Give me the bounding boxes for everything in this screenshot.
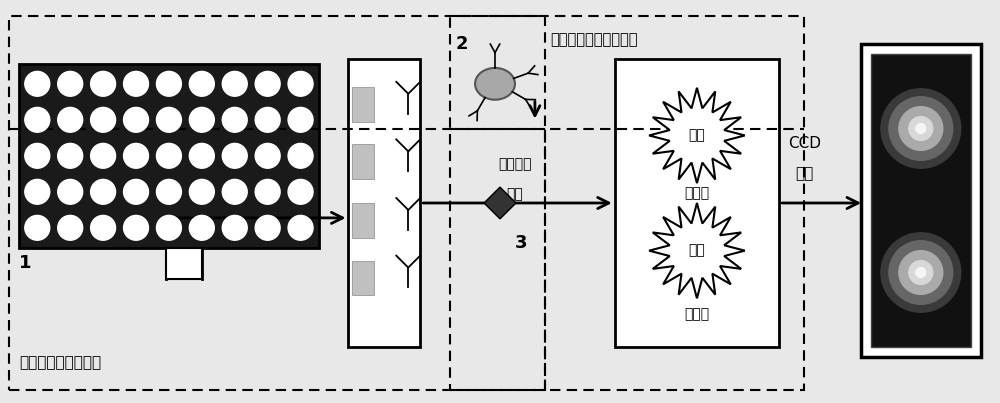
Text: 无信号: 无信号 <box>684 307 710 321</box>
Circle shape <box>25 71 50 96</box>
Circle shape <box>25 179 50 204</box>
Circle shape <box>156 71 181 96</box>
Polygon shape <box>649 203 745 298</box>
FancyBboxPatch shape <box>352 144 374 179</box>
Circle shape <box>222 71 247 96</box>
Text: 底物: 底物 <box>507 187 523 201</box>
Text: 可抛式免疫传感芯片: 可抛式免疫传感芯片 <box>19 355 101 370</box>
FancyBboxPatch shape <box>166 248 202 279</box>
FancyBboxPatch shape <box>871 54 971 347</box>
Circle shape <box>909 116 933 140</box>
Text: 化学发光: 化学发光 <box>498 157 532 171</box>
Circle shape <box>189 71 214 96</box>
Text: 2: 2 <box>455 35 468 53</box>
Circle shape <box>58 71 83 96</box>
FancyBboxPatch shape <box>352 203 374 238</box>
Text: 模拟酶标记銀纳米粒子: 模拟酶标记銀纳米粒子 <box>550 32 637 47</box>
Circle shape <box>156 179 181 204</box>
Circle shape <box>889 241 953 304</box>
Circle shape <box>91 179 116 204</box>
Polygon shape <box>484 187 516 219</box>
Circle shape <box>255 71 280 96</box>
Circle shape <box>255 179 280 204</box>
Circle shape <box>288 216 313 240</box>
Circle shape <box>91 216 116 240</box>
Circle shape <box>189 143 214 168</box>
FancyBboxPatch shape <box>861 44 981 357</box>
Ellipse shape <box>475 68 515 100</box>
Circle shape <box>255 216 280 240</box>
Circle shape <box>222 108 247 132</box>
Circle shape <box>156 216 181 240</box>
Circle shape <box>25 143 50 168</box>
Text: 相机: 相机 <box>795 166 813 181</box>
Circle shape <box>25 216 50 240</box>
Circle shape <box>899 107 943 150</box>
Circle shape <box>288 179 313 204</box>
Circle shape <box>222 179 247 204</box>
Circle shape <box>881 89 961 168</box>
Text: 无信号: 无信号 <box>684 186 710 200</box>
FancyBboxPatch shape <box>615 59 779 347</box>
Circle shape <box>916 268 926 278</box>
Text: 信号: 信号 <box>689 129 705 142</box>
Circle shape <box>124 216 148 240</box>
Circle shape <box>124 108 148 132</box>
Circle shape <box>222 216 247 240</box>
Circle shape <box>881 233 961 312</box>
FancyBboxPatch shape <box>19 64 319 248</box>
Circle shape <box>288 143 313 168</box>
Text: CCD: CCD <box>788 136 821 152</box>
Circle shape <box>156 108 181 132</box>
Circle shape <box>124 179 148 204</box>
Circle shape <box>25 108 50 132</box>
Text: 1: 1 <box>19 253 32 272</box>
Circle shape <box>255 143 280 168</box>
Circle shape <box>288 71 313 96</box>
Circle shape <box>189 108 214 132</box>
Circle shape <box>91 143 116 168</box>
Circle shape <box>916 124 926 133</box>
FancyBboxPatch shape <box>352 261 374 295</box>
Circle shape <box>889 97 953 160</box>
Circle shape <box>288 108 313 132</box>
Circle shape <box>58 108 83 132</box>
Circle shape <box>255 108 280 132</box>
Circle shape <box>899 251 943 294</box>
Text: 3: 3 <box>515 234 527 252</box>
Circle shape <box>222 143 247 168</box>
Polygon shape <box>649 88 745 183</box>
FancyBboxPatch shape <box>352 87 374 122</box>
Circle shape <box>909 261 933 285</box>
Circle shape <box>91 108 116 132</box>
Circle shape <box>124 71 148 96</box>
Circle shape <box>156 143 181 168</box>
Circle shape <box>58 143 83 168</box>
FancyBboxPatch shape <box>348 59 420 347</box>
Circle shape <box>189 179 214 204</box>
Text: 信号: 信号 <box>689 244 705 258</box>
Circle shape <box>58 179 83 204</box>
Circle shape <box>58 216 83 240</box>
Circle shape <box>91 71 116 96</box>
Circle shape <box>124 143 148 168</box>
Circle shape <box>189 216 214 240</box>
